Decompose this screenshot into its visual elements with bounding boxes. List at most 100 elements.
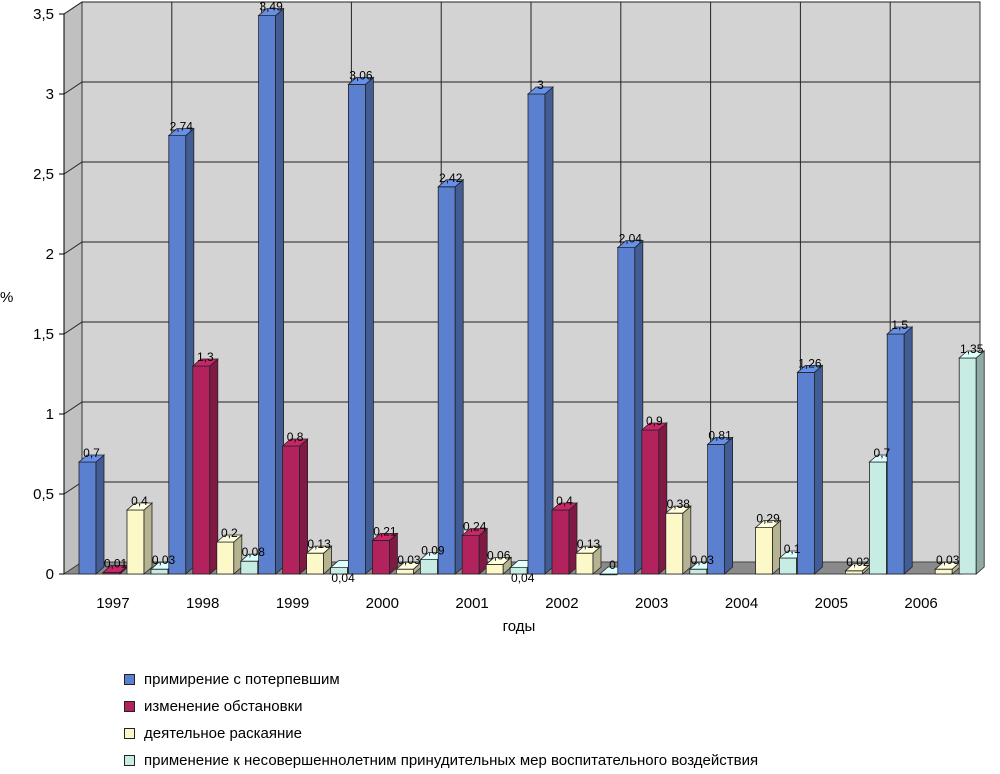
y-axis-ticks: 0 0,5 1 1,5 2 2,5 3 3,5 bbox=[33, 6, 64, 583]
data-label: 0 bbox=[609, 558, 616, 572]
bar-front bbox=[869, 461, 887, 575]
bar-top bbox=[281, 438, 309, 447]
data-label: 0,09 bbox=[421, 544, 445, 558]
data-label: 1,26 bbox=[798, 356, 822, 370]
bar bbox=[437, 178, 465, 575]
bar-top bbox=[191, 358, 219, 367]
bar-top bbox=[754, 520, 782, 528]
data-label: 0,01 bbox=[104, 556, 128, 570]
bar bbox=[167, 127, 195, 575]
bar-front bbox=[755, 527, 773, 575]
bar-front bbox=[78, 461, 97, 575]
bar bbox=[371, 532, 399, 575]
bar-front bbox=[551, 509, 570, 575]
y-tick-label: 0,5 bbox=[33, 486, 54, 503]
bar bbox=[191, 358, 219, 575]
bar-top bbox=[574, 545, 603, 554]
data-label: 0,81 bbox=[708, 428, 732, 442]
bars bbox=[77, 7, 986, 576]
bar-top bbox=[257, 8, 285, 17]
data-label: 0,29 bbox=[756, 512, 780, 526]
bar-top bbox=[215, 534, 243, 543]
data-label: 3,49 bbox=[259, 0, 283, 14]
bar-side bbox=[143, 502, 153, 575]
bar bbox=[616, 239, 644, 575]
bar-top bbox=[347, 77, 375, 85]
bar-side bbox=[682, 505, 692, 575]
x-tick-label: 1998 bbox=[186, 595, 219, 612]
bar-front bbox=[258, 15, 277, 575]
y-tick-label: 2,5 bbox=[33, 166, 54, 183]
bar-top bbox=[886, 326, 914, 335]
bar-top bbox=[640, 422, 668, 431]
data-label: 3 bbox=[537, 78, 544, 92]
bar-front bbox=[575, 552, 594, 575]
data-label: 0,03 bbox=[691, 553, 715, 567]
x-tick-label: 2006 bbox=[904, 595, 937, 612]
bar bbox=[281, 438, 309, 575]
y-tick-label: 2 bbox=[46, 246, 54, 263]
data-label: 0,02 bbox=[846, 555, 870, 569]
x-tick-label: 2001 bbox=[455, 595, 488, 612]
bar bbox=[215, 534, 243, 575]
data-label: 0,8 bbox=[287, 430, 304, 444]
x-tick-label: 2002 bbox=[545, 595, 578, 612]
y-tick-label: 0 bbox=[46, 566, 54, 583]
bar-side bbox=[903, 326, 913, 575]
legend-item: применение к несовершеннолетним принудит… bbox=[124, 747, 758, 774]
data-label: 0,04 bbox=[331, 571, 355, 585]
bar-top bbox=[305, 545, 333, 554]
x-axis-ticks: 1997 1998 1999 2000 2001 2002 2003 2004 2005 2006 bbox=[96, 595, 938, 612]
x-tick-label: 1999 bbox=[276, 595, 309, 612]
h-gridline-side bbox=[63, 161, 83, 175]
bar-side bbox=[544, 86, 554, 575]
data-label: 0,9 bbox=[646, 414, 663, 428]
legend-label: примирение с потерпевшим bbox=[144, 671, 340, 688]
data-label: 0,7 bbox=[83, 446, 100, 460]
bar-front bbox=[216, 541, 235, 575]
bar bbox=[347, 76, 375, 575]
bar bbox=[844, 562, 872, 575]
data-label: 0,03 bbox=[936, 553, 960, 567]
bar bbox=[257, 7, 285, 575]
data-label: 0,08 bbox=[242, 545, 266, 559]
data-label: 0,24 bbox=[463, 520, 487, 534]
bar-front bbox=[934, 568, 953, 575]
bar-front bbox=[689, 568, 708, 575]
bar-top bbox=[77, 454, 106, 463]
bar-front bbox=[150, 568, 169, 575]
bar-top bbox=[958, 350, 986, 359]
data-label: 2,74 bbox=[170, 120, 194, 134]
data-label: 1,5 bbox=[891, 318, 908, 332]
data-label: 1,35 bbox=[960, 342, 984, 356]
bar-front bbox=[419, 559, 438, 575]
bar bbox=[101, 564, 130, 575]
bar-front bbox=[665, 512, 684, 575]
bar bbox=[461, 527, 489, 575]
y-axis-label: % bbox=[0, 289, 13, 306]
bar-front bbox=[240, 560, 259, 575]
bar bbox=[550, 502, 579, 575]
bar-side bbox=[95, 454, 105, 575]
bar-top bbox=[485, 557, 513, 565]
bar-front bbox=[779, 557, 797, 575]
bar-top bbox=[550, 502, 579, 511]
bar-front bbox=[306, 552, 325, 575]
legend-label: изменение обстановки bbox=[144, 698, 303, 715]
bar-side bbox=[814, 364, 823, 575]
bar-side bbox=[364, 76, 374, 575]
data-label: 0,13 bbox=[307, 537, 331, 551]
bar bbox=[706, 436, 734, 575]
data-label: 0,4 bbox=[556, 494, 573, 508]
h-gridline-side bbox=[63, 1, 83, 15]
bar-front bbox=[347, 84, 366, 575]
legend-swatch bbox=[124, 674, 135, 685]
data-label: 1,3 bbox=[197, 350, 214, 364]
bar-front bbox=[395, 568, 414, 575]
x-axis-label: годы bbox=[503, 618, 536, 635]
bar-front bbox=[437, 186, 456, 575]
data-label: 0,13 bbox=[577, 537, 601, 551]
data-label: 0,7 bbox=[874, 446, 891, 460]
data-label: 2,42 bbox=[439, 171, 463, 185]
